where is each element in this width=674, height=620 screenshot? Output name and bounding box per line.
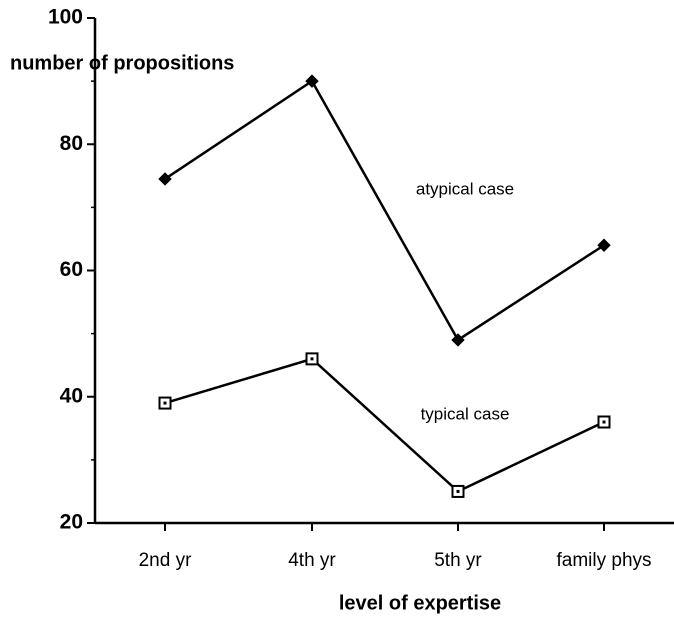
marker: [158, 172, 172, 186]
y-axis-title: number of propositions: [10, 52, 234, 74]
x-tick-label: family phys: [556, 550, 651, 571]
marker-dot: [310, 357, 314, 361]
marker-dot: [456, 489, 460, 493]
series-label: typical case: [421, 404, 510, 423]
marker-dot: [163, 401, 167, 405]
x-tick-label: 4th yr: [288, 550, 336, 571]
y-tick-label: 40: [60, 384, 83, 407]
marker: [597, 238, 611, 252]
y-tick-label: 80: [60, 132, 83, 155]
y-tick-label: 60: [60, 258, 83, 281]
marker: [451, 333, 465, 347]
y-tick-label: 20: [60, 511, 83, 534]
series-line: [164, 357, 605, 493]
x-tick-label: 2nd yr: [139, 550, 192, 571]
x-axis-title: level of expertise: [339, 592, 501, 614]
marker: [305, 74, 319, 88]
x-tick-label: 5th yr: [434, 550, 482, 571]
series-label: atypical case: [416, 179, 514, 198]
marker-dot: [602, 420, 606, 424]
y-tick-label: 100: [48, 6, 83, 29]
series-line: [164, 79, 605, 342]
